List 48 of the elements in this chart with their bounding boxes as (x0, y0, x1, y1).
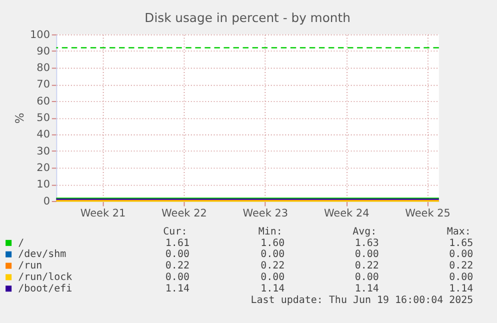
text: 0.22 (165, 260, 190, 272)
y-tick-label: 50 (36, 112, 50, 124)
text: 0.00 (165, 249, 190, 260)
text: 1.65 (449, 238, 474, 249)
x-tick-label: Week 24 (324, 208, 370, 220)
text: 1.14 (165, 283, 190, 294)
y-tick-label: 20 (36, 162, 50, 174)
y-axis-title: % (12, 112, 26, 124)
y-tick-label: 70 (36, 78, 50, 91)
y-tick-label: 100 (30, 28, 50, 41)
text: 1.14 (354, 283, 379, 294)
y-tick-label: 40 (36, 128, 50, 141)
text: 0.22 (449, 260, 474, 272)
x-tick-label: Week 21 (80, 208, 126, 220)
text: Last update: Thu Jun 19 16:00:04 2025 (250, 294, 474, 306)
text: 1.63 (354, 238, 379, 249)
chart-title: Disk usage in percent - by month (144, 11, 350, 26)
text: 0.00 (165, 272, 190, 284)
text: 0.00 (260, 249, 285, 260)
text: Min: (258, 226, 282, 238)
text: 0.00 (449, 272, 474, 284)
text: 0.00 (260, 272, 285, 284)
text: 0.00 (354, 272, 379, 284)
text: Avg: (352, 226, 377, 238)
text: 1.14 (260, 283, 285, 294)
y-tick-label: 90 (36, 45, 50, 58)
legend-label: / (18, 238, 24, 249)
text: 0.00 (354, 249, 379, 260)
legend-label: /run/lock (18, 272, 72, 284)
text: 0.22 (260, 260, 285, 272)
y-tick-label: 80 (36, 62, 50, 74)
legend-label: /dev/shm (18, 249, 66, 260)
text: Cur: (163, 226, 188, 238)
x-tick-label: Week 25 (405, 208, 450, 220)
x-tick-label: Week 23 (242, 208, 288, 220)
text: 0.22 (354, 260, 379, 272)
text: 0.00 (449, 249, 474, 260)
text: 1.14 (449, 283, 474, 294)
y-tick-label: 30 (36, 145, 50, 158)
y-tick-label: 10 (36, 178, 50, 191)
text: Max: (446, 226, 471, 238)
legend-label: /boot/efi (18, 283, 72, 294)
y-tick-label: 0 (43, 195, 50, 208)
text: 1.61 (165, 238, 190, 249)
text: 1.60 (260, 238, 285, 249)
x-tick-label: Week 22 (162, 208, 207, 220)
legend-label: /run (18, 260, 42, 272)
y-tick-label: 60 (36, 95, 50, 108)
